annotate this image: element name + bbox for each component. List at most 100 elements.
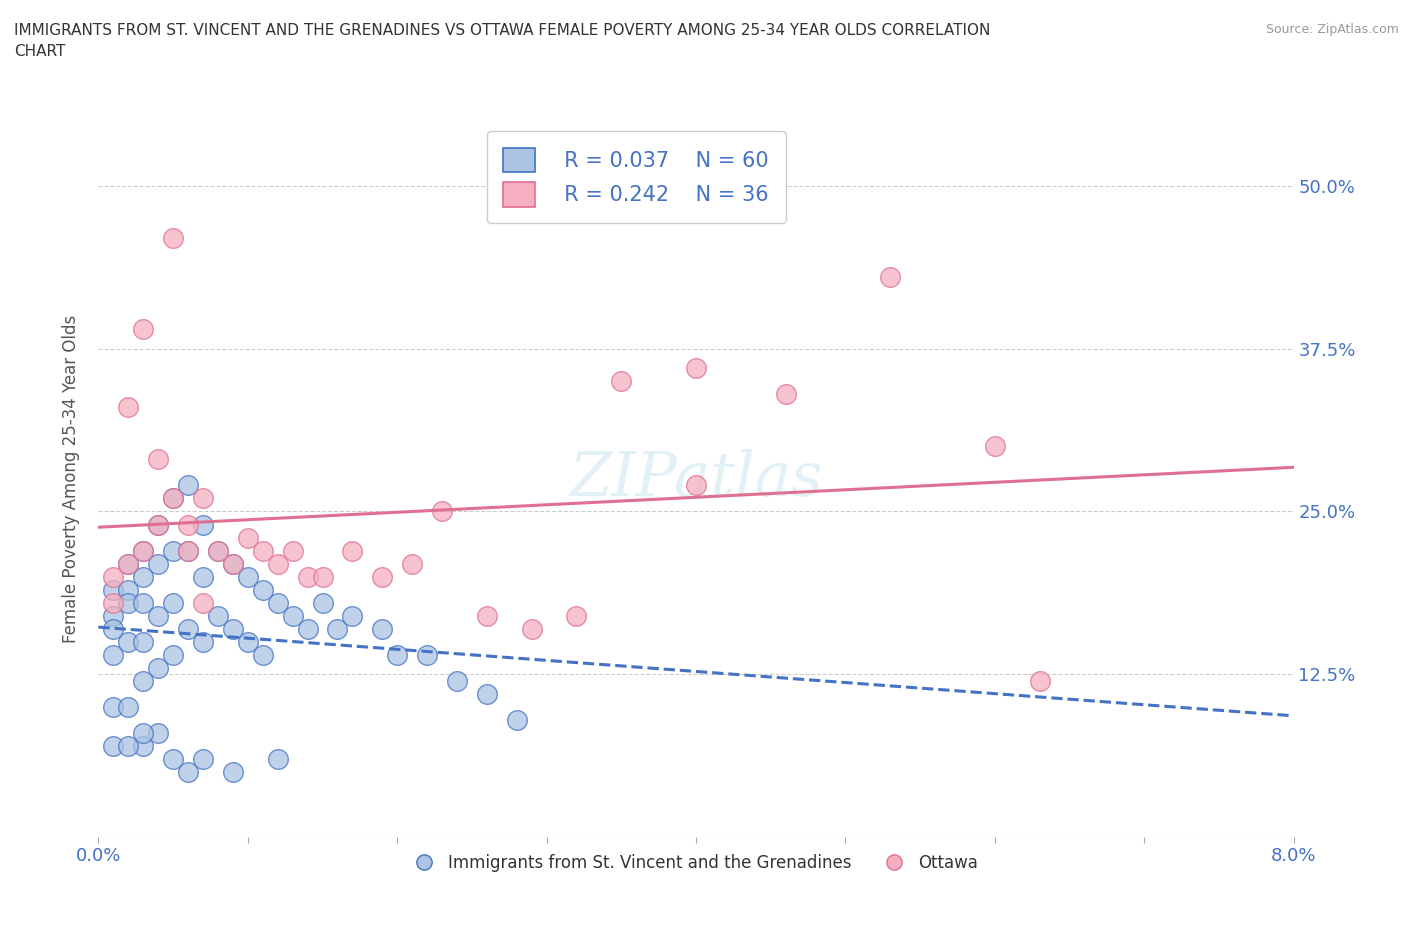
Point xyxy=(207,608,229,623)
Point xyxy=(177,764,200,779)
Point xyxy=(222,556,245,571)
Point xyxy=(685,478,707,493)
Point xyxy=(132,738,155,753)
Point xyxy=(475,686,498,701)
Point xyxy=(162,595,184,610)
Point xyxy=(430,504,453,519)
Point xyxy=(565,608,588,623)
Point xyxy=(132,634,155,649)
Point xyxy=(222,764,245,779)
Point xyxy=(177,543,200,558)
Point xyxy=(610,374,633,389)
Point xyxy=(401,556,423,571)
Point xyxy=(236,634,259,649)
Point xyxy=(191,595,214,610)
Point xyxy=(191,517,214,532)
Point xyxy=(177,517,200,532)
Point xyxy=(222,621,245,636)
Point xyxy=(117,699,139,714)
Point xyxy=(103,647,125,662)
Point xyxy=(132,543,155,558)
Point xyxy=(177,621,200,636)
Point xyxy=(207,543,229,558)
Text: ZIPatlas: ZIPatlas xyxy=(569,449,823,509)
Point xyxy=(416,647,439,662)
Point xyxy=(117,556,139,571)
Point xyxy=(685,361,707,376)
Point xyxy=(162,231,184,246)
Y-axis label: Female Poverty Among 25-34 Year Olds: Female Poverty Among 25-34 Year Olds xyxy=(62,315,80,643)
Point xyxy=(252,543,274,558)
Point xyxy=(191,491,214,506)
Point xyxy=(311,595,333,610)
Point xyxy=(103,608,125,623)
Point xyxy=(207,543,229,558)
Point xyxy=(177,543,200,558)
Point xyxy=(132,595,155,610)
Point xyxy=(162,543,184,558)
Point xyxy=(162,751,184,766)
Point xyxy=(191,751,214,766)
Point xyxy=(879,270,901,285)
Point xyxy=(385,647,409,662)
Point xyxy=(117,634,139,649)
Point xyxy=(236,530,259,545)
Point xyxy=(326,621,349,636)
Text: Source: ZipAtlas.com: Source: ZipAtlas.com xyxy=(1265,23,1399,36)
Point xyxy=(132,569,155,584)
Point xyxy=(103,699,125,714)
Point xyxy=(162,491,184,506)
Point xyxy=(177,478,200,493)
Point xyxy=(148,517,170,532)
Point xyxy=(191,634,214,649)
Point xyxy=(117,738,139,753)
Point xyxy=(162,647,184,662)
Point xyxy=(371,569,394,584)
Point xyxy=(103,582,125,597)
Point xyxy=(148,608,170,623)
Legend: Immigrants from St. Vincent and the Grenadines, Ottawa: Immigrants from St. Vincent and the Gren… xyxy=(408,847,984,879)
Point xyxy=(775,387,797,402)
Point xyxy=(1028,673,1050,688)
Point xyxy=(506,712,529,727)
Point xyxy=(252,582,274,597)
Point xyxy=(103,595,125,610)
Point xyxy=(281,608,304,623)
Point xyxy=(446,673,468,688)
Point xyxy=(342,608,364,623)
Point xyxy=(281,543,304,558)
Point xyxy=(148,517,170,532)
Point xyxy=(132,322,155,337)
Point xyxy=(267,751,290,766)
Point xyxy=(148,660,170,675)
Point xyxy=(191,569,214,584)
Point xyxy=(132,673,155,688)
Point xyxy=(117,595,139,610)
Point xyxy=(103,738,125,753)
Point xyxy=(148,725,170,740)
Point xyxy=(342,543,364,558)
Point xyxy=(311,569,333,584)
Point xyxy=(148,556,170,571)
Point xyxy=(371,621,394,636)
Point xyxy=(117,556,139,571)
Point xyxy=(267,556,290,571)
Point xyxy=(222,556,245,571)
Point xyxy=(132,725,155,740)
Point xyxy=(984,439,1007,454)
Point xyxy=(103,569,125,584)
Point xyxy=(297,569,319,584)
Point xyxy=(297,621,319,636)
Point xyxy=(520,621,543,636)
Point xyxy=(252,647,274,662)
Point xyxy=(132,543,155,558)
Point xyxy=(475,608,498,623)
Point xyxy=(117,582,139,597)
Point xyxy=(162,491,184,506)
Point xyxy=(236,569,259,584)
Point xyxy=(117,400,139,415)
Point xyxy=(267,595,290,610)
Point xyxy=(148,452,170,467)
Text: IMMIGRANTS FROM ST. VINCENT AND THE GRENADINES VS OTTAWA FEMALE POVERTY AMONG 25: IMMIGRANTS FROM ST. VINCENT AND THE GREN… xyxy=(14,23,990,60)
Point xyxy=(103,621,125,636)
